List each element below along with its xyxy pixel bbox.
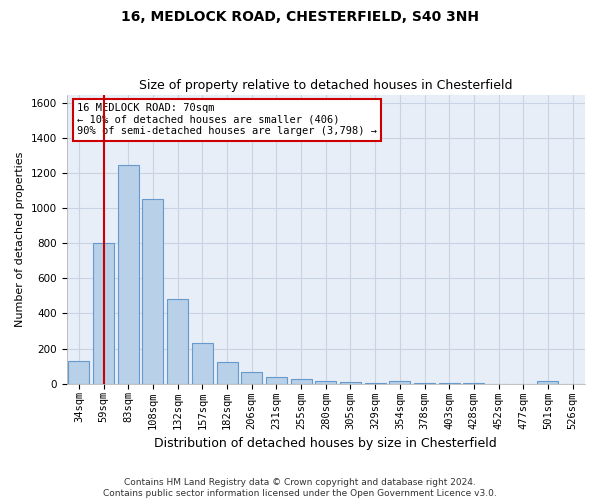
Bar — [68, 361, 89, 384]
Bar — [365, 383, 386, 384]
Bar — [241, 372, 262, 384]
Bar — [266, 377, 287, 384]
Bar — [142, 199, 163, 384]
Bar — [192, 343, 213, 384]
Bar — [217, 362, 238, 384]
Text: 16 MEDLOCK ROAD: 70sqm
← 10% of detached houses are smaller (406)
90% of semi-de: 16 MEDLOCK ROAD: 70sqm ← 10% of detached… — [77, 103, 377, 136]
Bar — [93, 242, 114, 384]
Text: 16, MEDLOCK ROAD, CHESTERFIELD, S40 3NH: 16, MEDLOCK ROAD, CHESTERFIELD, S40 3NH — [121, 10, 479, 24]
Y-axis label: Number of detached properties: Number of detached properties — [15, 152, 25, 326]
Bar — [538, 381, 559, 384]
Bar — [414, 383, 435, 384]
Title: Size of property relative to detached houses in Chesterfield: Size of property relative to detached ho… — [139, 79, 512, 92]
Bar — [315, 381, 336, 384]
Bar — [340, 382, 361, 384]
Text: Contains HM Land Registry data © Crown copyright and database right 2024.
Contai: Contains HM Land Registry data © Crown c… — [103, 478, 497, 498]
Bar — [118, 166, 139, 384]
X-axis label: Distribution of detached houses by size in Chesterfield: Distribution of detached houses by size … — [154, 437, 497, 450]
Bar — [290, 379, 311, 384]
Bar — [389, 381, 410, 384]
Bar — [167, 300, 188, 384]
